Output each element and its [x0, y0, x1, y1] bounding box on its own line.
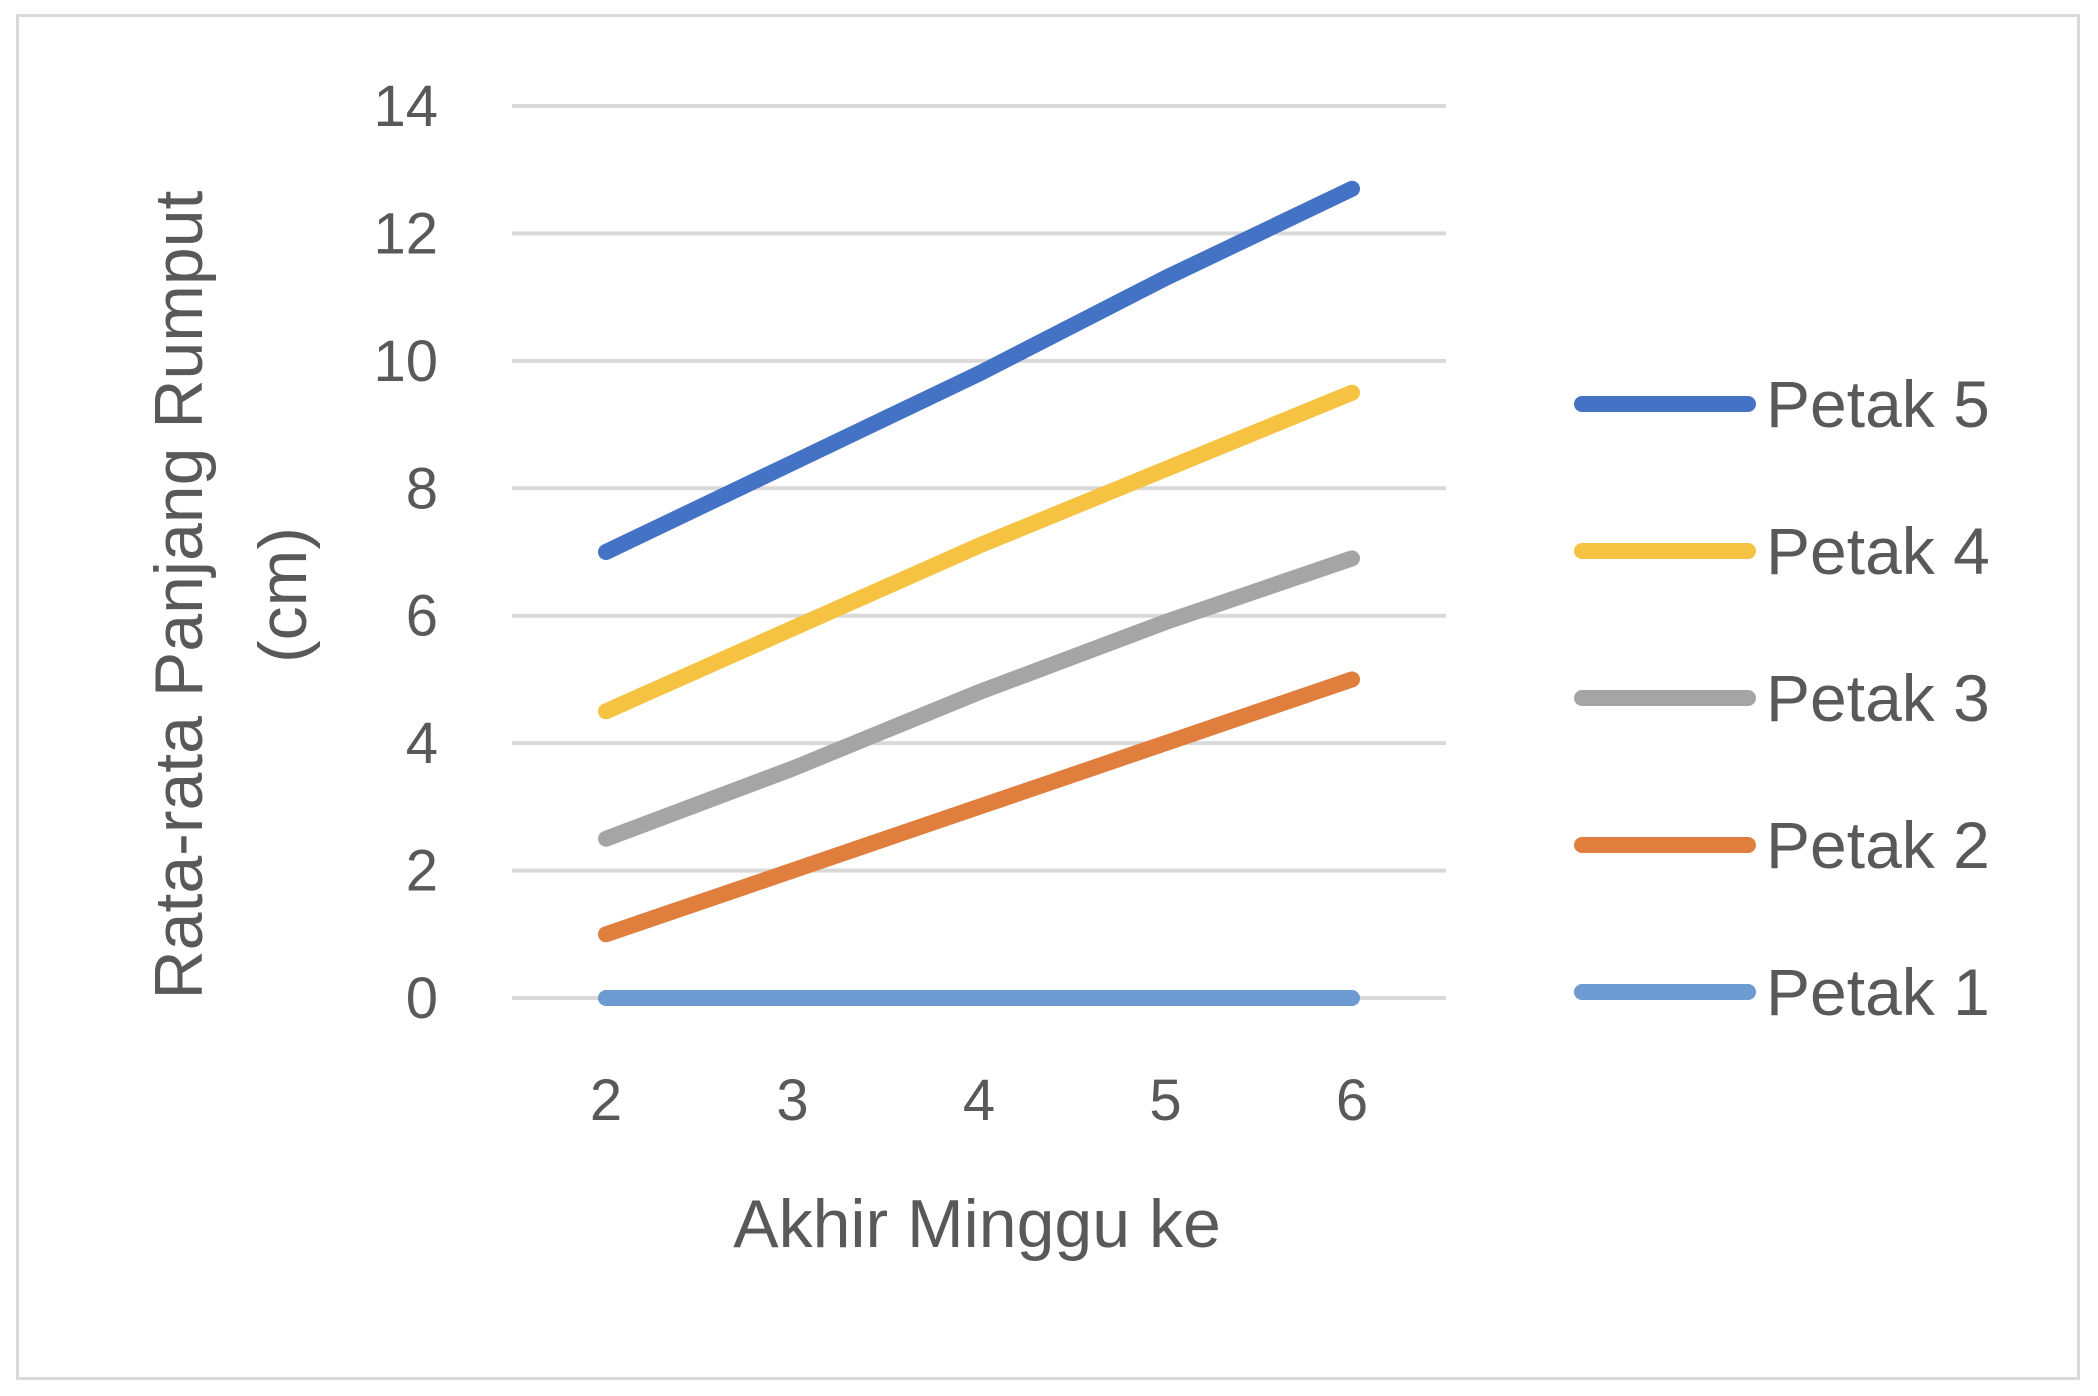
- y-tick-label: 10: [373, 329, 438, 394]
- x-tick-label: 4: [963, 1068, 995, 1133]
- y-tick-label: 12: [373, 201, 438, 266]
- series-line-petak-5: [598, 180, 1360, 560]
- x-axis-title: Akhir Minggu ke: [733, 1186, 1221, 1262]
- series-line-petak-3: [598, 550, 1360, 847]
- legend-label-petak-4: Petak 4: [1766, 514, 1990, 588]
- y-tick-label: 4: [406, 711, 438, 776]
- y-axis-title: Rata-rata Panjang Rumput (cm): [141, 190, 321, 999]
- legend: Petak 5 Petak 4 Petak 3 Petak 2 Petak 1: [1574, 367, 1990, 1029]
- y-tick-label: 14: [373, 74, 438, 139]
- series-line-petak-2: [598, 671, 1360, 943]
- y-tick-label: 6: [406, 584, 438, 649]
- legend-label-petak-3: Petak 3: [1766, 661, 1990, 735]
- y-tick-label: 8: [406, 456, 438, 521]
- y-axis-tick-labels: 0 2 4 6 8 10 12 14: [373, 74, 438, 1031]
- x-tick-label: 6: [1336, 1068, 1368, 1133]
- legend-label-petak-5: Petak 5: [1766, 367, 1990, 441]
- x-tick-label: 3: [776, 1068, 808, 1133]
- y-axis-title-line-1: Rata-rata Panjang Rumput: [141, 190, 217, 999]
- series-line-petak-4: [598, 384, 1360, 720]
- x-tick-label: 5: [1149, 1068, 1181, 1133]
- x-tick-label: 2: [590, 1068, 622, 1133]
- y-tick-label: 2: [406, 839, 438, 904]
- x-axis-tick-labels: 2 3 4 5 6: [590, 1068, 1368, 1133]
- y-tick-label: 0: [406, 966, 438, 1031]
- series-lines: [598, 180, 1360, 1006]
- legend-label-petak-1: Petak 1: [1766, 955, 1990, 1029]
- y-axis-title-line-2: (cm): [245, 527, 321, 663]
- legend-label-petak-2: Petak 2: [1766, 808, 1990, 882]
